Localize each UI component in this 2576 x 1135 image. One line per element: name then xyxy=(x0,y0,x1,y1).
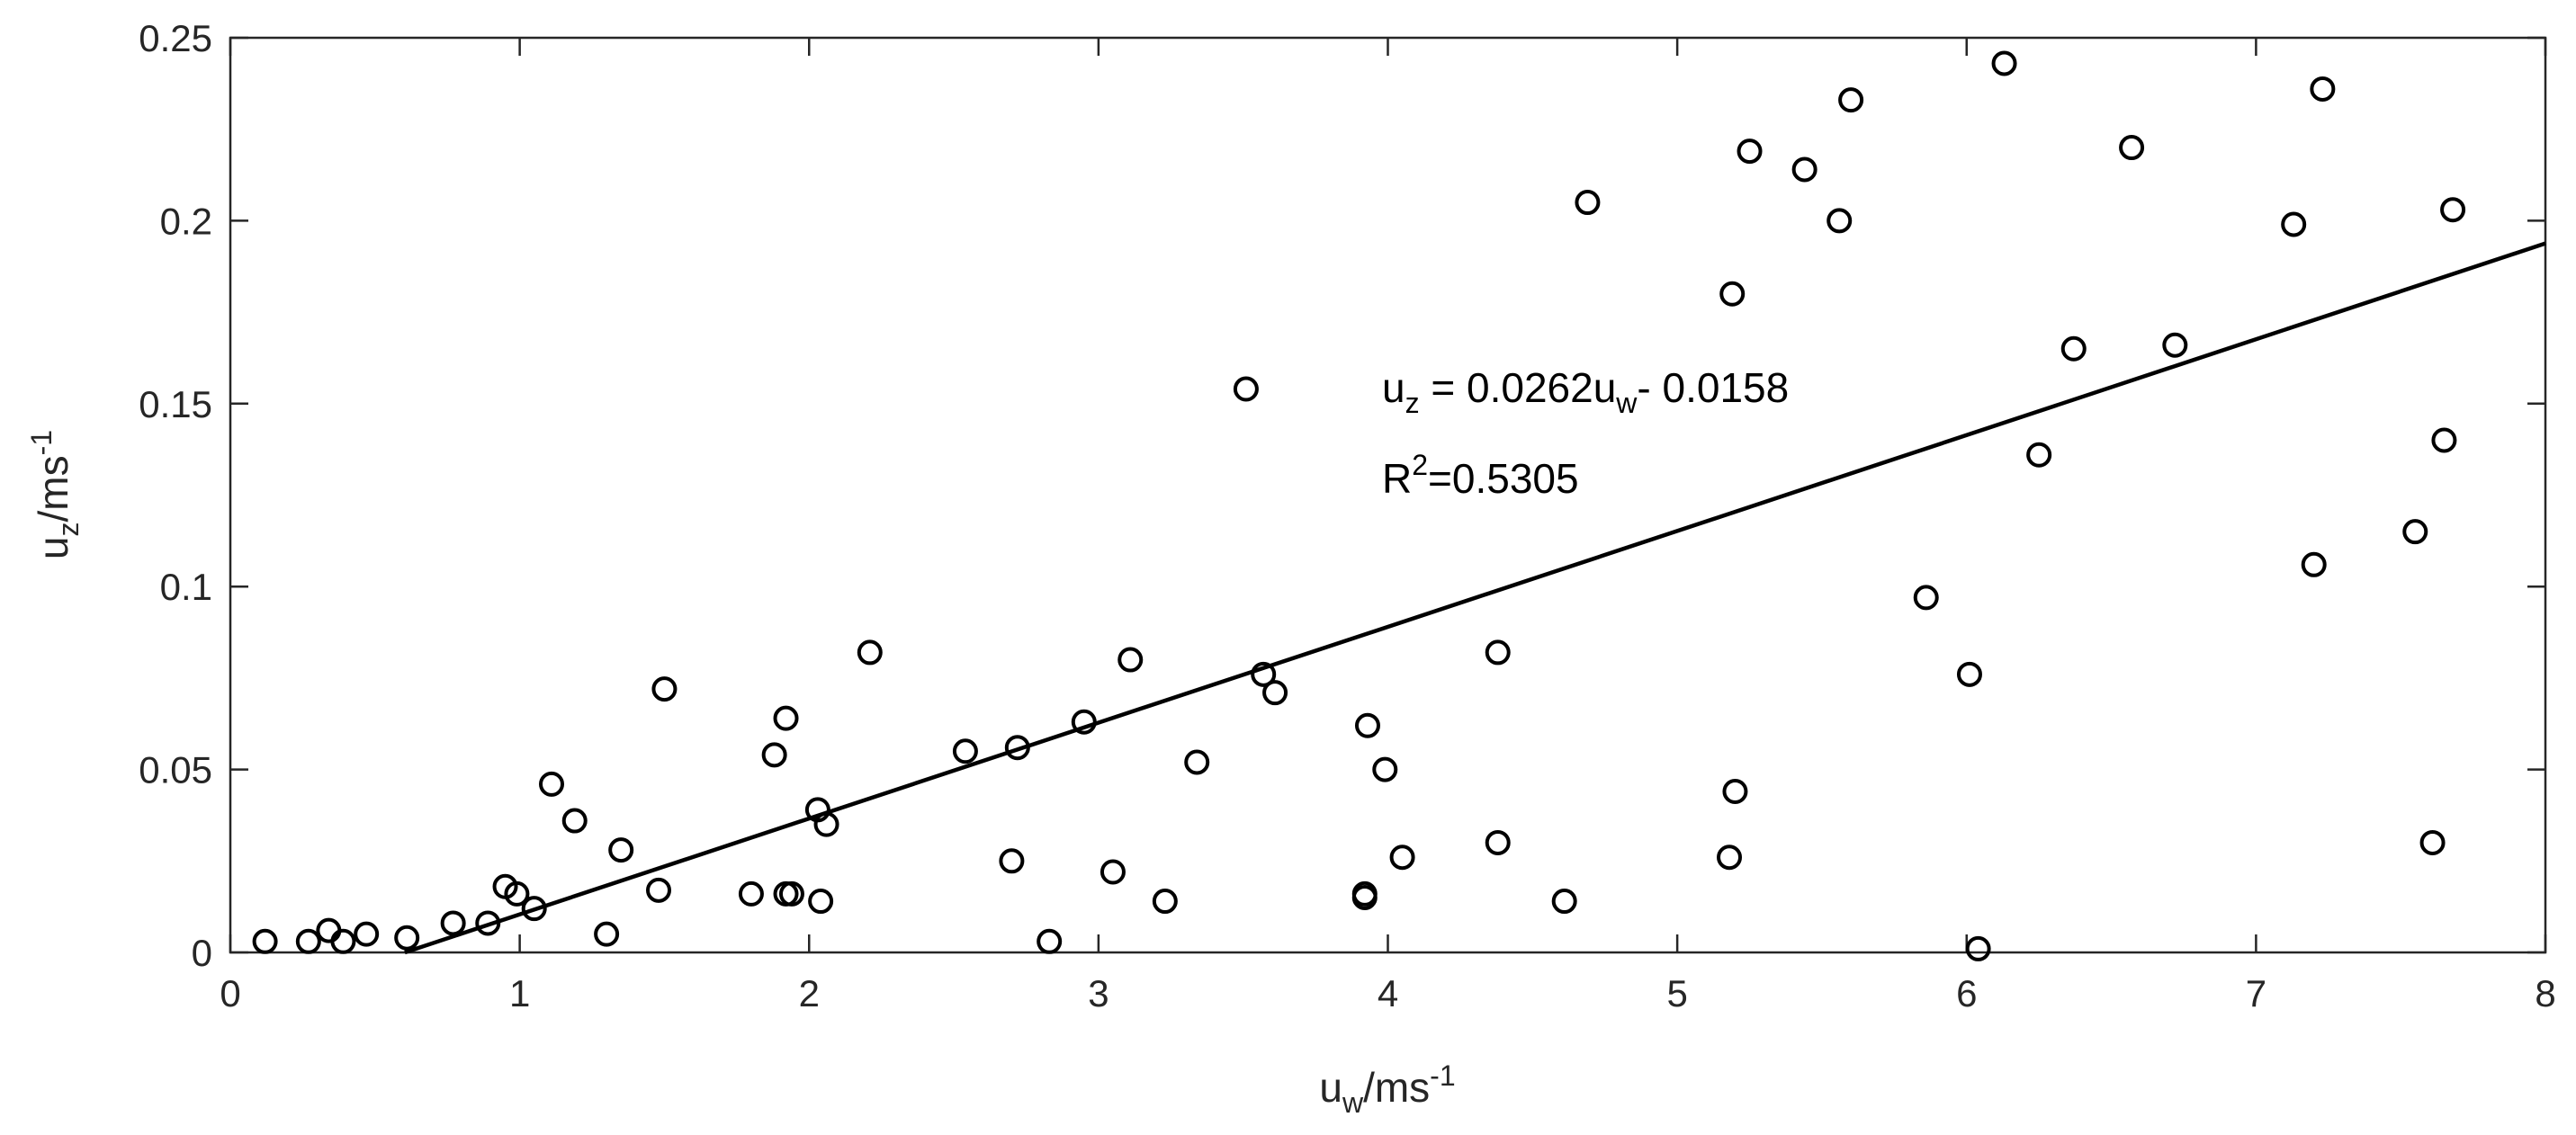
x-tick-label: 4 xyxy=(1378,972,1398,1014)
x-axis-ticks: 0 1 2 3 4 5 6 7 8 xyxy=(220,38,2556,1014)
y-tick-label: 0 xyxy=(192,932,212,974)
data-point xyxy=(2301,551,2327,577)
data-point xyxy=(1152,889,1178,915)
data-point xyxy=(608,837,634,863)
data-point xyxy=(1389,845,1415,871)
x-tick-label: 0 xyxy=(220,972,240,1014)
data-point xyxy=(330,928,356,954)
y-tick-label: 0.2 xyxy=(160,200,212,242)
data-point xyxy=(1351,884,1378,910)
x-tick-label: 5 xyxy=(1666,972,1687,1014)
data-point xyxy=(2026,442,2052,468)
data-point xyxy=(1262,680,1288,706)
data-point xyxy=(1991,50,2017,76)
data-points xyxy=(252,50,2466,961)
data-point xyxy=(354,921,380,947)
data-point xyxy=(1827,208,1853,234)
data-point xyxy=(2119,135,2145,161)
data-point xyxy=(1184,749,1210,775)
data-point xyxy=(539,771,565,797)
data-point xyxy=(521,896,547,922)
data-point xyxy=(1372,756,1398,782)
data-point xyxy=(999,848,1025,874)
data-point xyxy=(1717,845,1743,871)
data-point xyxy=(1575,190,1601,216)
data-point xyxy=(1251,661,1277,687)
y-axis-label: uz/ms-1 xyxy=(25,430,85,559)
data-point xyxy=(778,880,804,907)
x-tick-label: 1 xyxy=(509,972,530,1014)
data-point xyxy=(504,880,530,907)
data-point xyxy=(738,880,764,907)
data-point xyxy=(440,910,466,936)
data-point xyxy=(2431,427,2457,453)
data-point xyxy=(1913,585,1939,611)
data-point xyxy=(2402,519,2428,545)
data-point xyxy=(1956,661,1982,687)
data-point xyxy=(952,738,978,764)
data-point xyxy=(646,877,672,903)
data-point xyxy=(2440,197,2466,223)
data-point xyxy=(1965,935,1991,961)
x-tick-label: 3 xyxy=(1088,972,1108,1014)
data-point xyxy=(1485,639,1511,666)
data-point xyxy=(394,925,420,951)
data-point xyxy=(1791,156,1818,183)
data-point xyxy=(2162,332,2188,358)
data-point xyxy=(1838,87,1864,113)
data-point xyxy=(1100,859,1126,885)
data-point xyxy=(295,928,321,954)
data-point xyxy=(808,889,834,915)
x-axis-label: uw/ms-1 xyxy=(1319,1059,1455,1119)
x-tick-label: 6 xyxy=(1956,972,1977,1014)
data-point xyxy=(2419,829,2446,855)
data-point xyxy=(761,742,787,768)
data-point xyxy=(561,808,588,834)
y-tick-label: 0.15 xyxy=(139,383,212,425)
x-tick-label: 2 xyxy=(799,972,820,1014)
data-point xyxy=(252,928,278,954)
plot-area xyxy=(229,36,2547,954)
data-point xyxy=(651,676,678,702)
data-point xyxy=(2281,211,2307,237)
data-point xyxy=(773,705,799,731)
data-point xyxy=(1117,647,1144,673)
data-point xyxy=(1354,712,1380,738)
r-squared: R2=0.5305 xyxy=(1382,449,1579,502)
data-point xyxy=(1233,376,1259,402)
data-point xyxy=(1737,139,1763,165)
y-tick-label: 0.1 xyxy=(160,566,212,608)
data-point xyxy=(1551,889,1577,915)
data-point xyxy=(1719,281,1746,307)
data-point xyxy=(2310,76,2336,102)
data-point xyxy=(594,921,620,947)
data-point xyxy=(1485,829,1511,855)
data-point xyxy=(857,639,883,666)
y-tick-label: 0.05 xyxy=(139,749,212,791)
y-axis-ticks: 0 0.05 0.1 0.15 0.2 0.25 xyxy=(139,17,2545,974)
x-tick-label: 7 xyxy=(2246,972,2266,1014)
data-point xyxy=(1722,779,1748,805)
x-tick-label: 8 xyxy=(2535,972,2555,1014)
regression-equation: uz = 0.0262uw- 0.0158 xyxy=(1382,364,1789,419)
regression-line xyxy=(404,241,2546,955)
y-tick-label: 0.25 xyxy=(139,17,212,59)
data-point xyxy=(2060,335,2087,362)
data-point xyxy=(1037,928,1063,954)
